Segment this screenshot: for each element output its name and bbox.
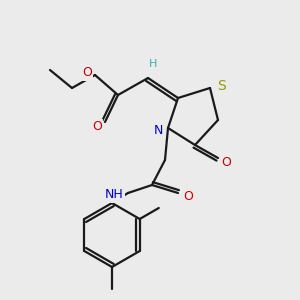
Text: O: O [82, 67, 92, 80]
Text: S: S [218, 79, 226, 93]
Text: O: O [221, 157, 231, 169]
Text: H: H [149, 59, 157, 69]
Text: O: O [92, 121, 102, 134]
Text: N: N [153, 124, 163, 136]
Text: O: O [183, 190, 193, 203]
Text: NH: NH [105, 188, 123, 202]
